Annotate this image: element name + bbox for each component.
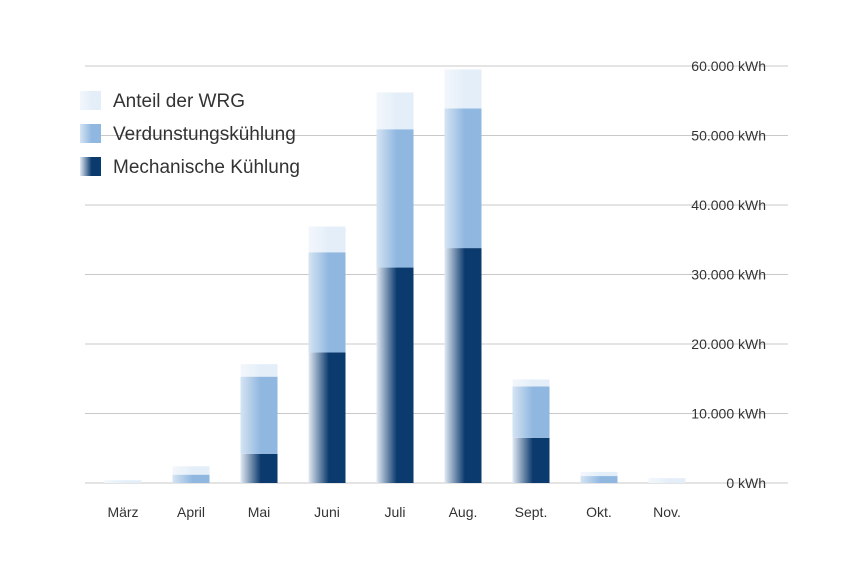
y-tick-label: 0 kWh: [726, 475, 766, 491]
x-tick-label: Nov.: [653, 504, 681, 520]
bar-segment: [308, 352, 346, 483]
x-tick-label: März: [107, 504, 138, 520]
x-tick-label: Aug.: [449, 504, 478, 520]
legend-swatch: [80, 157, 101, 176]
y-axis-ticks: 0 kWh 10.000 kWh 20.000 kWh 30.000 kWh 40.00…: [691, 58, 766, 491]
bar-segment: [376, 267, 414, 483]
y-tick-label: 30.000 kWh: [691, 267, 766, 283]
bar-segment: [512, 386, 550, 438]
legend-label: Mechanische Kühlung: [113, 157, 300, 178]
legend-swatch: [80, 91, 101, 110]
bar-segment: [240, 364, 278, 377]
x-tick-label: Juni: [314, 504, 340, 520]
y-tick-label: 50.000 kWh: [691, 128, 766, 144]
bar-segment: [172, 466, 210, 475]
bar-segment: [308, 226, 346, 253]
bar-segment: [444, 248, 482, 483]
x-tick-label: Juli: [384, 504, 405, 520]
y-tick-label: 10.000 kWh: [691, 406, 766, 422]
bar-segment: [240, 453, 278, 483]
bar-segment: [444, 108, 482, 249]
bar-segment: [512, 437, 550, 483]
x-tick-label: Mai: [248, 504, 271, 520]
bar-segment: [580, 476, 618, 483]
bar-segment: [376, 92, 414, 130]
bar-segment: [648, 478, 686, 483]
bars: [104, 69, 686, 483]
y-tick-label: 20.000 kWh: [691, 336, 766, 352]
bar-segment: [172, 474, 210, 483]
gridlines: [85, 65, 788, 484]
y-tick-label: 40.000 kWh: [691, 197, 766, 213]
x-axis-labels: März April Mai Juni Juli Aug. Sept. Okt. Nov.: [107, 504, 680, 520]
bar-segment: [308, 252, 346, 353]
bar-segment: [376, 129, 414, 268]
legend-swatch: [80, 124, 101, 143]
bar-segment: [512, 379, 550, 387]
legend-label: Anteil der WRG: [113, 91, 245, 112]
bar-segment: [104, 480, 142, 483]
y-tick-label: 60.000 kWh: [691, 58, 766, 74]
legend: Anteil der WRG Verdunstungskühlung Mechani…: [80, 91, 300, 178]
x-tick-label: Okt.: [586, 504, 612, 520]
x-tick-label: Sept.: [515, 504, 548, 520]
legend-label: Verdunstungskühlung: [113, 124, 296, 145]
bar-segment: [240, 376, 278, 454]
bar-segment: [580, 471, 618, 477]
bar-segment: [444, 69, 482, 109]
x-tick-label: April: [177, 504, 205, 520]
